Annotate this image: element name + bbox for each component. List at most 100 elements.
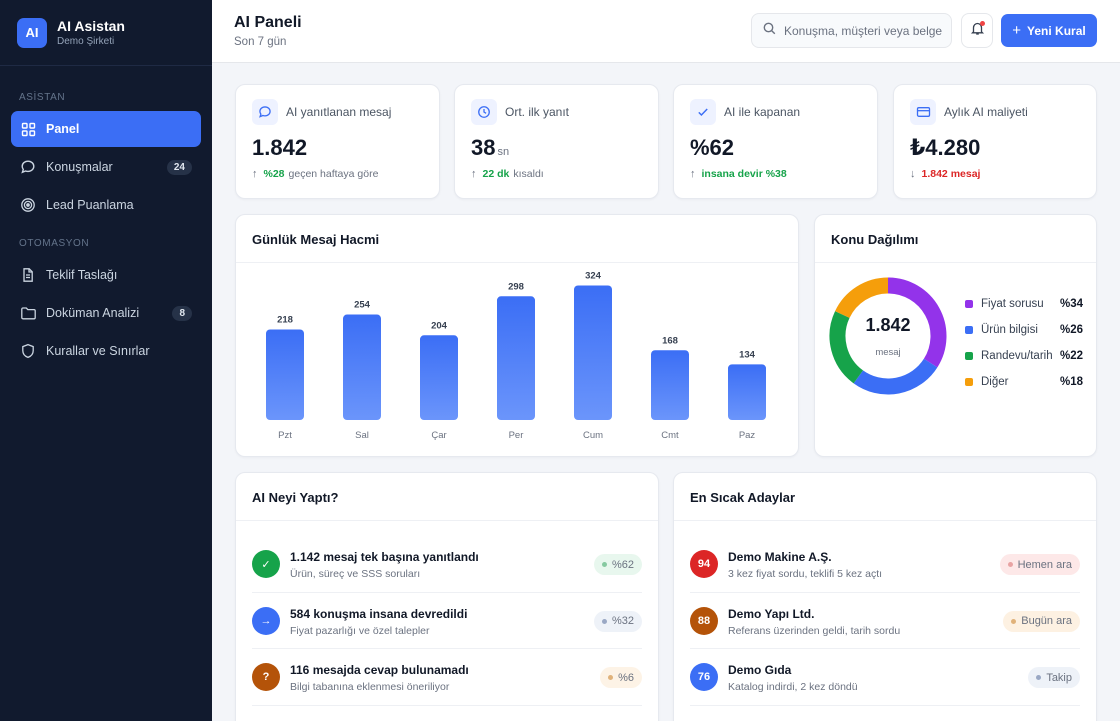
lead-row[interactable]: 76 Demo Gıda Katalog indirdi, 2 kez döndü T… <box>690 649 1080 706</box>
hot-leads-card: En Sıcak Adaylar 94 Demo Makine A.Ş. 3 kez… <box>673 472 1097 721</box>
ai-action-row[interactable]: ✓ 1.142 mesaj tek başına yanıtlandı Ürün, … <box>252 536 642 593</box>
stat-label: AI yanıtlanan mesaj <box>286 105 392 119</box>
ai-action-share-pill: %6 <box>600 667 642 688</box>
bar-category-label: Sal <box>355 430 369 441</box>
ai-action-share-pill: %62 <box>593 554 642 575</box>
lead-row[interactable]: 88 Demo Yapı Ltd. Referans üzerinden geldi… <box>690 593 1080 649</box>
bar-Cmt[interactable] <box>651 350 689 420</box>
pill-label: %6 <box>618 671 634 684</box>
ai-action-detail: Ürün, süreç ve SSS soruları <box>290 568 421 580</box>
stat-label: Aylık AI maliyeti <box>944 105 1028 119</box>
search-box <box>751 13 952 48</box>
stat-trend: ↑ 22 dk kısaldı <box>471 168 544 180</box>
bar-category-label: Cmt <box>661 430 679 441</box>
sidebar-item-quote-draft[interactable]: Teklif Taslağı <box>11 257 201 293</box>
donut-slice[interactable] <box>887 277 947 368</box>
brand-company: Demo Şirketi <box>57 35 115 47</box>
ai-action-share-pill: %32 <box>593 610 642 632</box>
stat-value: ₺4.280 <box>910 135 981 160</box>
question-icon: ? <box>252 663 280 691</box>
donut-slice[interactable] <box>829 311 864 384</box>
clock-icon <box>471 99 497 125</box>
status-dot <box>1007 562 1013 567</box>
sidebar-item-label: Konuşmalar <box>46 160 113 174</box>
search-input[interactable] <box>784 23 944 38</box>
arrow-down-icon: ↓ <box>910 168 916 180</box>
bar-Cum[interactable] <box>574 285 612 420</box>
bar-Per[interactable] <box>497 296 535 420</box>
lead-detail: Katalog indirdi, 2 kez döndü <box>728 681 858 693</box>
stat-label: Ort. ilk yanıt <box>505 105 570 119</box>
chat-icon <box>252 99 278 125</box>
ai-action-row[interactable]: → 584 konuşma insana devredildi Fiyat paza… <box>252 593 642 649</box>
daily-volume-title: Günlük Mesaj Hacmi <box>252 232 380 247</box>
lead-action-pill[interactable]: Hemen ara <box>999 554 1080 575</box>
lead-score-badge: 88 <box>690 606 718 635</box>
page-subtitle: Son 7 gün <box>234 36 287 48</box>
conversations-count-badge: 24 <box>166 159 192 175</box>
stat-trend: ↑ %28 geçen haftaya göre <box>252 168 379 180</box>
grid-icon <box>19 120 37 138</box>
bar-category-label: Pzt <box>278 430 292 441</box>
bar-value-label: 134 <box>739 349 756 360</box>
bar-Çar[interactable] <box>420 335 458 420</box>
notification-dot <box>980 21 985 26</box>
lead-score-badge: 76 <box>690 663 718 691</box>
legend-item: Randevu/tarih %22 <box>965 343 1083 369</box>
top-header: AI Paneli Son 7 gün + Yeni Kural <box>212 0 1120 63</box>
lead-row[interactable]: 94 Demo Makine A.Ş. 3 kez fiyat sordu, tek… <box>690 536 1080 593</box>
legend-color <box>965 378 973 386</box>
bar-Paz[interactable] <box>728 364 766 420</box>
legend-color <box>965 352 973 360</box>
pill-label: %62 <box>611 558 634 571</box>
target-icon <box>19 196 37 214</box>
pill-label: Hemen ara <box>1017 558 1072 571</box>
bell-icon <box>970 21 985 41</box>
stat-unit: sn <box>497 146 510 158</box>
daily-volume-card: Günlük Mesaj Hacmi 218 Pzt 254 Sal 204 Çar 298… <box>235 214 799 457</box>
chat-icon <box>19 158 37 176</box>
stat-value: 1.842 <box>252 135 308 160</box>
new-rule-label: Yeni Kural <box>1027 23 1086 38</box>
lead-name: Demo Makine A.Ş. <box>728 550 832 564</box>
lead-action-pill[interactable]: Bugün ara <box>1003 610 1080 632</box>
stat-trend: ↑ insana devir %38 <box>690 168 787 180</box>
card-icon <box>910 99 936 125</box>
legend-item: Fiyat sorusu %34 <box>965 291 1083 317</box>
notifications-button[interactable] <box>961 13 993 48</box>
sidebar-item-label: Teklif Taslağı <box>46 268 118 282</box>
sidebar-item-label: Panel <box>46 122 80 136</box>
bar-Pzt[interactable] <box>266 329 304 420</box>
new-rule-button[interactable]: + Yeni Kural <box>1001 14 1097 47</box>
nav-section-automation: OTOMASYON <box>19 238 90 249</box>
donut-center-label: mesaj <box>875 347 901 358</box>
search-icon <box>763 22 776 40</box>
ai-action-row[interactable]: ? 116 mesajda cevap bulunamadı Bilgi taban… <box>252 649 642 706</box>
legend-item: Ürün bilgisi %26 <box>965 317 1083 343</box>
stat-card-ai-messages: AI yanıtlanan mesaj 1.842 ↑ %28 geçen ha… <box>235 84 440 199</box>
bar-Sal[interactable] <box>343 314 381 420</box>
ai-actions-title: AI Neyi Yaptı? <box>252 490 339 505</box>
sidebar-item-document-analysis[interactable]: Doküman Analizi 8 <box>11 295 201 331</box>
bar-category-label: Cum <box>583 430 603 441</box>
documents-count-badge: 8 <box>172 305 192 321</box>
donut-slice[interactable] <box>853 358 938 395</box>
brand-name: AI Asistan <box>57 17 125 34</box>
donut-slice[interactable] <box>835 277 889 319</box>
arrow-up-icon: ↑ <box>690 168 696 180</box>
lead-action-pill[interactable]: Takip <box>1028 667 1080 688</box>
stat-card-ai-closed: AI ile kapanan %62 ↑ insana devir %38 <box>673 84 878 199</box>
sidebar-item-panel[interactable]: Panel <box>11 111 201 147</box>
stat-value: %62 <box>690 135 735 160</box>
sidebar-item-label: Doküman Analizi <box>46 306 140 320</box>
document-icon <box>19 266 37 284</box>
sidebar-item-rules[interactable]: Kurallar ve Sınırlar <box>11 333 201 369</box>
bar-category-label: Çar <box>431 430 446 441</box>
lead-name: Demo Gıda <box>728 663 792 677</box>
nav-section-assistant: ASİSTAN <box>19 92 66 103</box>
bar-category-label: Paz <box>739 430 756 441</box>
sidebar-item-lead-scoring[interactable]: Lead Puanlama <box>11 187 201 223</box>
sidebar-item-label: Lead Puanlama <box>46 198 134 212</box>
sidebar-item-conversations[interactable]: Konuşmalar 24 <box>11 149 201 185</box>
stat-value: 38 sn <box>471 135 510 160</box>
